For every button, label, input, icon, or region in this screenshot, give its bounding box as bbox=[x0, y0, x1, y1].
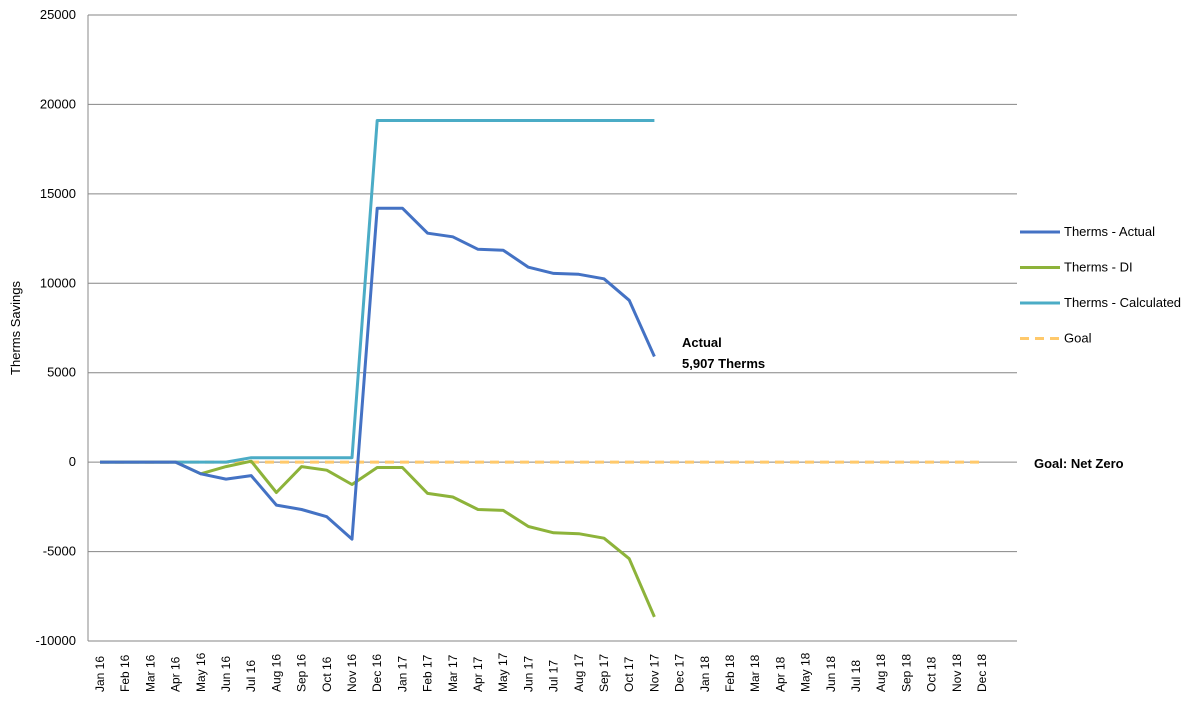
legend: Therms - Actual Therms - DI Therms - Calcu… bbox=[1020, 224, 1181, 346]
y-tick-label: 25000 bbox=[40, 7, 76, 22]
x-tick-label: Sep 17 bbox=[597, 654, 611, 692]
y-tick-label: -5000 bbox=[43, 544, 76, 559]
x-tick-label: May 17 bbox=[496, 652, 510, 692]
x-tick-label: Sep 18 bbox=[899, 654, 913, 692]
series-line-0 bbox=[100, 206, 656, 541]
x-tick-label: Jan 16 bbox=[93, 656, 107, 692]
x-tick-label: Dec 16 bbox=[370, 654, 384, 692]
x-tick-label: Apr 16 bbox=[169, 656, 183, 692]
x-tick-label: Jun 18 bbox=[824, 656, 838, 692]
x-tick-label: Nov 17 bbox=[647, 654, 661, 692]
x-tick-label: Oct 18 bbox=[925, 656, 939, 692]
y-tick-label: 5000 bbox=[47, 365, 76, 380]
y-tick-label: 0 bbox=[69, 454, 76, 469]
x-tick-label: Dec 17 bbox=[673, 654, 687, 692]
x-tick-label: Sep 16 bbox=[295, 654, 309, 692]
series-line-1 bbox=[100, 459, 656, 618]
actual-annotation-line2: 5,907 Therms bbox=[682, 356, 765, 371]
x-tick-label: Nov 16 bbox=[345, 654, 359, 692]
series-lines bbox=[100, 119, 982, 618]
x-tick-label: May 16 bbox=[194, 652, 208, 692]
series-line-2 bbox=[100, 119, 655, 464]
x-tick-label: Aug 16 bbox=[269, 654, 283, 692]
x-tick-label: Mar 18 bbox=[748, 654, 762, 692]
x-tick-label: May 18 bbox=[799, 652, 813, 692]
x-tick-label: Mar 17 bbox=[446, 654, 460, 692]
x-tick-label: Apr 18 bbox=[773, 656, 787, 692]
x-tick-label: Jul 18 bbox=[849, 660, 863, 692]
x-tick-label: Oct 16 bbox=[320, 656, 334, 692]
x-tick-label: Jun 16 bbox=[219, 656, 233, 692]
x-tick-label: Jun 17 bbox=[521, 656, 535, 692]
x-tick-label: Apr 17 bbox=[471, 656, 485, 692]
y-tick-labels: 25000 20000 15000 10000 5000 0 -5000 -10000 bbox=[36, 7, 76, 648]
x-tick-label: Feb 18 bbox=[723, 654, 737, 692]
legend-label-1: Therms - DI bbox=[1064, 260, 1133, 275]
gridlines bbox=[88, 14, 1017, 642]
y-tick-label: 10000 bbox=[40, 275, 76, 290]
x-tick-label: Jan 17 bbox=[395, 656, 409, 692]
actual-annotation-line1: Actual bbox=[682, 335, 722, 350]
y-tick-label: -10000 bbox=[36, 633, 76, 648]
y-tick-label: 15000 bbox=[40, 186, 76, 201]
x-tick-label: Mar 16 bbox=[143, 654, 157, 692]
legend-label-2: Therms - Calculated bbox=[1064, 295, 1181, 310]
x-tick-label: Feb 16 bbox=[118, 654, 132, 692]
y-tick-label: 20000 bbox=[40, 96, 76, 111]
x-tick-label: Jan 18 bbox=[698, 656, 712, 692]
x-tick-label: Aug 18 bbox=[874, 654, 888, 692]
x-tick-label: Oct 17 bbox=[622, 656, 636, 692]
x-tick-label: Nov 18 bbox=[950, 654, 964, 692]
x-tick-label: Jul 17 bbox=[547, 660, 561, 692]
x-tick-label: Dec 18 bbox=[975, 654, 989, 692]
x-tick-labels: Jan 16 Feb 16 Mar 16 Apr 16 May 16 Jun 16 Jul … bbox=[93, 652, 989, 692]
legend-label-3: Goal bbox=[1064, 331, 1092, 346]
x-tick-label: Feb 17 bbox=[421, 654, 435, 692]
x-tick-label: Jul 16 bbox=[244, 660, 258, 692]
x-tick-label: Aug 17 bbox=[572, 654, 586, 692]
legend-label-0: Therms - Actual bbox=[1064, 224, 1155, 239]
goal-annotation: Goal: Net Zero bbox=[1034, 456, 1124, 471]
y-axis-title: Therms Savings bbox=[8, 281, 23, 375]
